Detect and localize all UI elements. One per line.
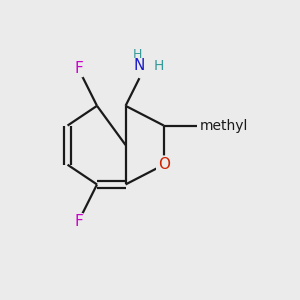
Text: N: N	[134, 58, 145, 73]
Text: F: F	[74, 61, 83, 76]
Text: F: F	[74, 214, 83, 229]
Text: H: H	[153, 59, 164, 73]
Text: O: O	[158, 157, 170, 172]
Text: H: H	[133, 48, 142, 61]
Text: methyl: methyl	[200, 118, 248, 133]
